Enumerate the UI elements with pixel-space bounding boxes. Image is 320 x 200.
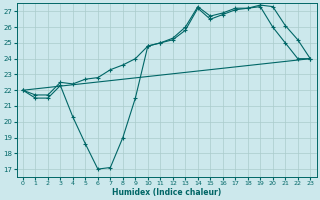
X-axis label: Humidex (Indice chaleur): Humidex (Indice chaleur) <box>112 188 221 197</box>
